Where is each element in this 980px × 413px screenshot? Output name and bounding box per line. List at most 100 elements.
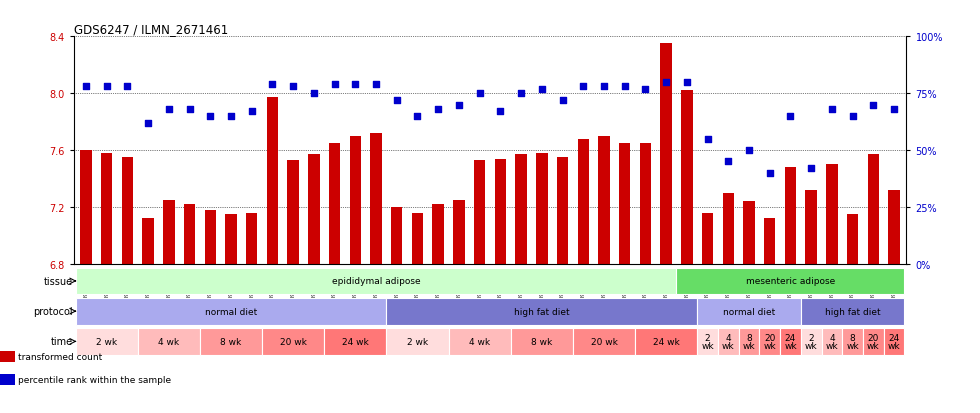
Point (741, 147, 757, 154)
Point (326, 82, 342, 88)
Bar (386, 298, 697, 325)
Text: 2
wk: 2 wk (805, 333, 817, 350)
Point (265, 82, 280, 88)
Text: 20 wk: 20 wk (279, 337, 307, 346)
Point (99, 84, 115, 90)
Bar (205, 210, 216, 264)
Bar (511, 328, 573, 355)
Point (493, 109, 509, 116)
Point (845, 113, 860, 120)
Text: high fat diet: high fat diet (825, 307, 880, 316)
Bar (760, 328, 780, 355)
Bar (573, 328, 635, 355)
Bar (577, 140, 589, 264)
Text: 8
wk: 8 wk (847, 333, 858, 350)
Bar (412, 213, 423, 264)
Bar (764, 219, 775, 264)
Text: 8 wk: 8 wk (531, 337, 553, 346)
Point (410, 113, 425, 120)
Point (514, 91, 529, 97)
Bar (697, 298, 801, 325)
Bar (801, 328, 821, 355)
Bar (474, 161, 485, 264)
Bar (391, 207, 403, 264)
Bar (702, 213, 713, 264)
Point (575, 84, 591, 90)
Point (471, 91, 487, 97)
Point (120, 84, 135, 90)
Point (78, 84, 94, 90)
Bar (697, 328, 718, 355)
Bar (267, 98, 278, 264)
Bar (739, 328, 760, 355)
Bar (495, 159, 506, 264)
Text: 2 wk: 2 wk (96, 337, 118, 346)
Bar (635, 328, 697, 355)
Bar (163, 200, 174, 264)
Point (761, 170, 777, 177)
Bar (329, 144, 340, 264)
Bar (308, 155, 319, 264)
Bar (386, 328, 449, 355)
Bar (324, 328, 386, 355)
Bar (101, 154, 113, 264)
Text: 2 wk: 2 wk (407, 337, 428, 346)
Bar (515, 155, 527, 264)
Point (244, 109, 260, 116)
Point (720, 159, 736, 165)
Bar (184, 205, 195, 264)
Point (534, 86, 550, 93)
Point (161, 107, 176, 113)
Point (700, 136, 715, 143)
Text: 4 wk: 4 wk (469, 337, 490, 346)
Bar (722, 193, 734, 264)
Bar (225, 215, 237, 264)
Bar (743, 202, 755, 264)
Text: mesenteric adipose: mesenteric adipose (746, 277, 835, 286)
Bar (826, 165, 838, 264)
Bar (681, 91, 693, 264)
Text: normal diet: normal diet (205, 307, 257, 316)
Text: 20
wk: 20 wk (867, 333, 880, 350)
Point (886, 107, 902, 113)
Text: percentile rank within the sample: percentile rank within the sample (18, 375, 171, 384)
Text: protocol: protocol (33, 306, 73, 316)
Bar (75, 268, 676, 294)
Bar (287, 161, 299, 264)
Point (203, 113, 219, 120)
Bar (598, 137, 610, 264)
Bar (718, 328, 739, 355)
Bar (806, 190, 817, 264)
Text: 20
wk: 20 wk (763, 333, 776, 350)
Text: 20 wk: 20 wk (591, 337, 617, 346)
Text: 8
wk: 8 wk (743, 333, 756, 350)
Bar (138, 328, 200, 355)
Bar (75, 298, 386, 325)
Bar (676, 268, 905, 294)
Bar (432, 205, 444, 264)
Bar (453, 200, 465, 264)
Text: high fat diet: high fat diet (514, 307, 569, 316)
Bar (847, 215, 858, 264)
Text: 8 wk: 8 wk (220, 337, 242, 346)
Bar (75, 328, 138, 355)
Bar (619, 144, 630, 264)
Bar (801, 298, 905, 325)
Point (824, 107, 840, 113)
Text: time: time (50, 337, 73, 347)
Point (285, 84, 301, 90)
Point (555, 97, 570, 104)
Bar (350, 137, 361, 264)
Text: normal diet: normal diet (723, 307, 775, 316)
Text: 24 wk: 24 wk (653, 337, 679, 346)
Text: 4
wk: 4 wk (722, 333, 735, 350)
Bar (884, 328, 905, 355)
Point (596, 84, 612, 90)
Text: GDS6247 / ILMN_2671461: GDS6247 / ILMN_2671461 (74, 23, 227, 36)
Text: 4
wk: 4 wk (825, 333, 838, 350)
Text: epididymal adipose: epididymal adipose (331, 277, 420, 286)
Point (181, 107, 197, 113)
Bar (785, 168, 796, 264)
Text: 4 wk: 4 wk (158, 337, 179, 346)
Point (306, 91, 321, 97)
